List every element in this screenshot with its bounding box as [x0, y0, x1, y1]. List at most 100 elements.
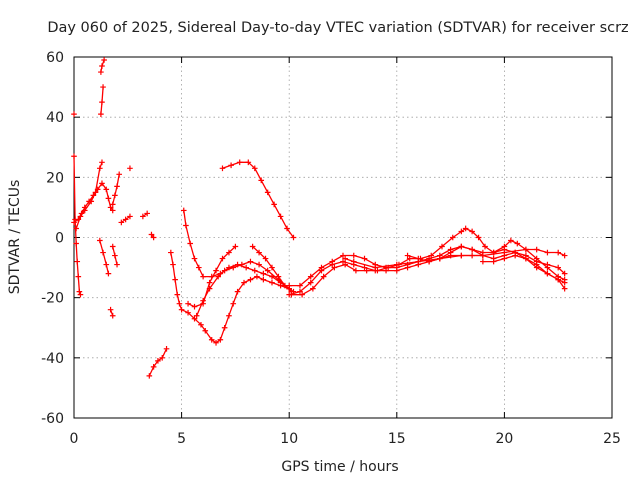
data-point: [372, 264, 379, 271]
data-point: [221, 267, 228, 274]
data-point: [193, 312, 200, 319]
data-point: [428, 252, 435, 259]
data-point: [172, 276, 178, 283]
data-point: [288, 291, 295, 298]
data-point: [148, 231, 155, 238]
data-point: [277, 213, 284, 220]
x-axis-label: GPS time / hours: [281, 459, 398, 475]
series-arc-z: [404, 252, 486, 265]
data-point: [269, 264, 275, 271]
data-point: [100, 84, 106, 90]
data-point: [168, 249, 174, 256]
data-point: [226, 312, 232, 319]
data-point: [256, 261, 262, 268]
series-arc-q: [180, 207, 292, 292]
data-point: [374, 267, 381, 274]
data-point: [73, 225, 79, 232]
data-point: [183, 222, 189, 229]
data-point: [310, 285, 316, 292]
data-point: [350, 252, 357, 259]
data-point: [107, 306, 114, 313]
data-point: [77, 213, 84, 220]
data-point: [501, 243, 508, 250]
data-point: [475, 234, 482, 241]
data-point: [260, 276, 267, 283]
data-point: [449, 234, 456, 241]
data-point: [331, 264, 338, 271]
data-point: [99, 63, 105, 69]
data-point: [269, 279, 275, 286]
data-point: [243, 264, 249, 271]
data-point: [71, 153, 77, 160]
series-arc-s: [193, 258, 292, 319]
data-point: [340, 252, 346, 259]
data-point: [159, 355, 166, 361]
series-arc-aa: [480, 252, 568, 292]
data-point: [561, 276, 568, 283]
data-point: [185, 300, 191, 307]
data-point: [555, 249, 561, 256]
data-point: [320, 273, 327, 280]
data-point: [264, 267, 271, 274]
data-point: [533, 255, 540, 262]
data-point: [88, 198, 95, 205]
series-arc-o: [146, 346, 170, 379]
series-arc-b: [71, 111, 77, 117]
data-point: [512, 252, 518, 259]
data-point: [180, 207, 187, 214]
data-point: [219, 255, 226, 262]
data-point: [284, 225, 290, 232]
data-point: [105, 270, 112, 277]
data-point: [561, 270, 568, 277]
data-point: [247, 258, 254, 265]
data-point: [200, 273, 206, 280]
series-arc-j: [109, 171, 122, 208]
data-point: [469, 252, 475, 259]
data-point: [98, 111, 104, 117]
data-point: [482, 243, 488, 250]
data-point: [114, 183, 120, 190]
series-arc-n: [148, 231, 157, 241]
data-point: [318, 264, 325, 271]
data-point: [404, 252, 411, 259]
series-arc-p: [168, 249, 297, 346]
data-point: [340, 258, 346, 265]
data-point: [150, 364, 157, 370]
data-point: [439, 243, 445, 250]
data-point: [350, 258, 357, 265]
axis-ticks: 0 5 10 15 20 25 -60 -40 -20 0 20 40 60: [41, 50, 621, 447]
data-point: [221, 324, 228, 331]
series-arc-k: [118, 213, 133, 226]
data-point: [178, 306, 185, 313]
data-point: [353, 267, 359, 274]
data-point: [508, 237, 514, 244]
data-point: [101, 57, 107, 63]
data-point: [144, 210, 150, 217]
data-point: [342, 255, 348, 262]
data-point: [100, 249, 106, 256]
data-point: [76, 288, 83, 295]
data-point: [127, 213, 133, 220]
data-point: [228, 162, 234, 169]
data-point: [462, 225, 469, 232]
data-point: [258, 177, 265, 184]
data-point: [155, 358, 161, 364]
chart-title: Day 060 of 2025, Sidereal Day-to-day VTE…: [47, 20, 628, 36]
data-point: [544, 270, 551, 277]
data-point: [74, 258, 81, 265]
x-tick-label: 25: [603, 431, 621, 447]
data-point: [469, 228, 475, 235]
data-point: [286, 282, 292, 289]
data-point: [103, 186, 110, 193]
data-point: [187, 240, 194, 247]
data-point: [98, 69, 104, 75]
data-point: [299, 291, 305, 298]
data-point: [307, 273, 314, 280]
y-tick-label: 60: [46, 50, 64, 66]
data-point: [533, 246, 540, 253]
data-point: [249, 243, 256, 250]
data-point: [213, 267, 219, 274]
data-point: [99, 159, 105, 166]
data-point: [81, 207, 88, 214]
